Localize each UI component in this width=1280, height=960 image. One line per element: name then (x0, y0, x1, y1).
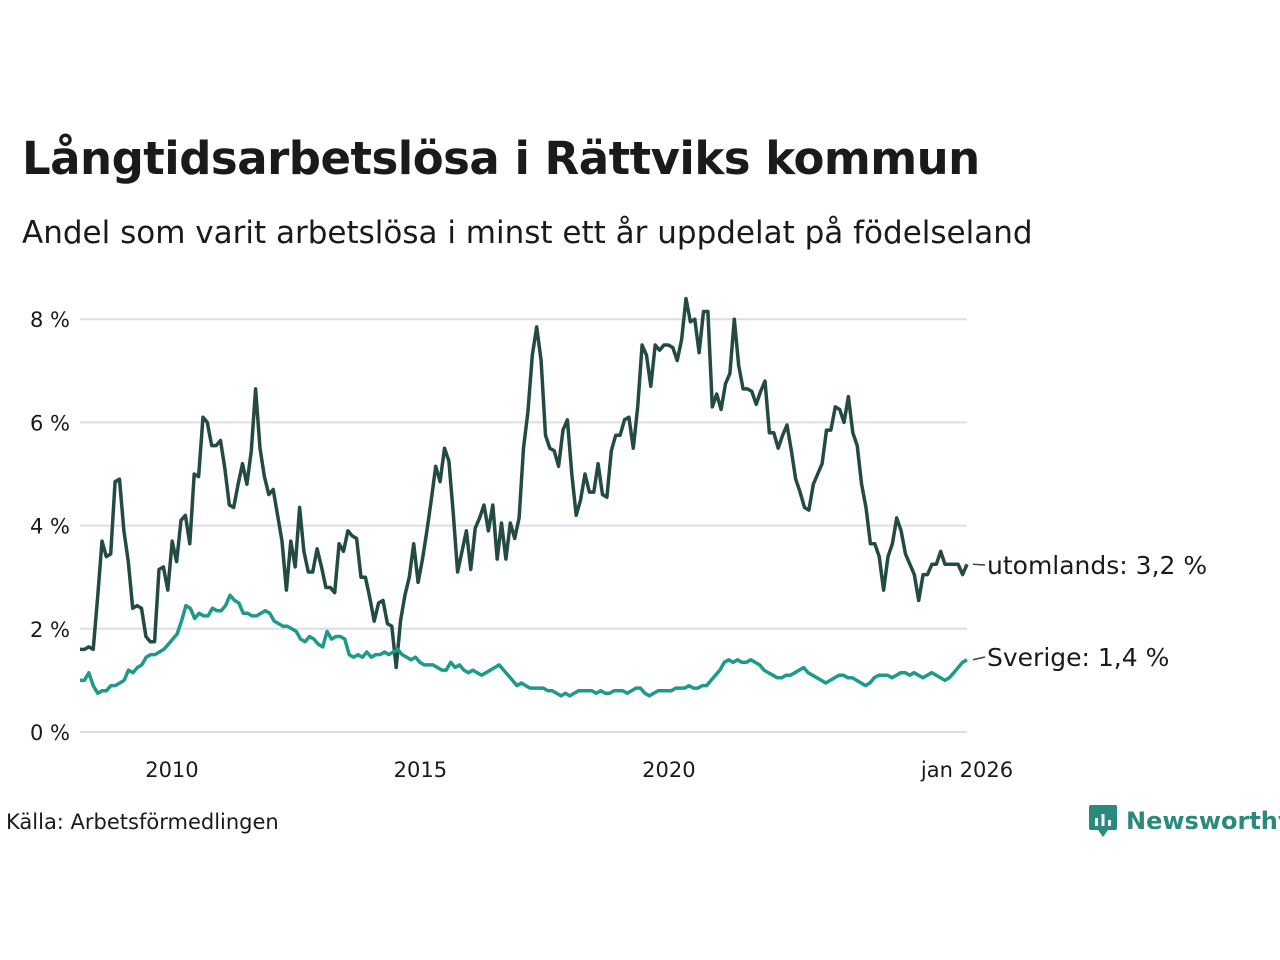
series-lines (80, 296, 969, 698)
x-tick-label: 2015 (394, 758, 447, 782)
end-label-connector (972, 563, 986, 566)
brand-name: Newsworthy (1126, 807, 1280, 835)
series-line-sverige (80, 593, 968, 698)
x-tick-label: 2010 (145, 758, 198, 782)
y-tick-label: 4 % (30, 515, 70, 539)
chart-subtitle: Andel som varit arbetslösa i minst ett å… (22, 215, 1033, 251)
x-tick-label: 2020 (642, 758, 695, 782)
y-tick-label: 8 % (30, 308, 70, 332)
source-note: Källa: Arbetsförmedlingen (6, 810, 279, 834)
series-line-utomlands (80, 296, 969, 670)
chart-title: Långtidsarbetslösa i Rättviks kommun (22, 132, 980, 185)
newsworthy-logo-icon (1089, 805, 1117, 837)
x-tick-label: jan 2026 (920, 758, 1013, 782)
y-tick-label: 0 % (30, 721, 70, 745)
grid-lines (80, 318, 967, 733)
y-axis-tick-labels: 0 % 2 % 4 % 6 % 8 % (30, 308, 70, 745)
x-axis-tick-labels: 2010 2015 2020 jan 2026 (145, 758, 1013, 782)
series-end-label-utomlands: utomlands: 3,2 % (987, 551, 1207, 580)
end-label-connector (972, 656, 986, 661)
brand-logo: Newsworthy (1088, 804, 1280, 838)
series-end-label-sverige: Sverige: 1,4 % (987, 643, 1169, 672)
y-tick-label: 2 % (30, 618, 70, 642)
y-tick-label: 6 % (30, 411, 70, 435)
series-end-labels: utomlands: 3,2 % Sverige: 1,4 % (972, 551, 1207, 672)
